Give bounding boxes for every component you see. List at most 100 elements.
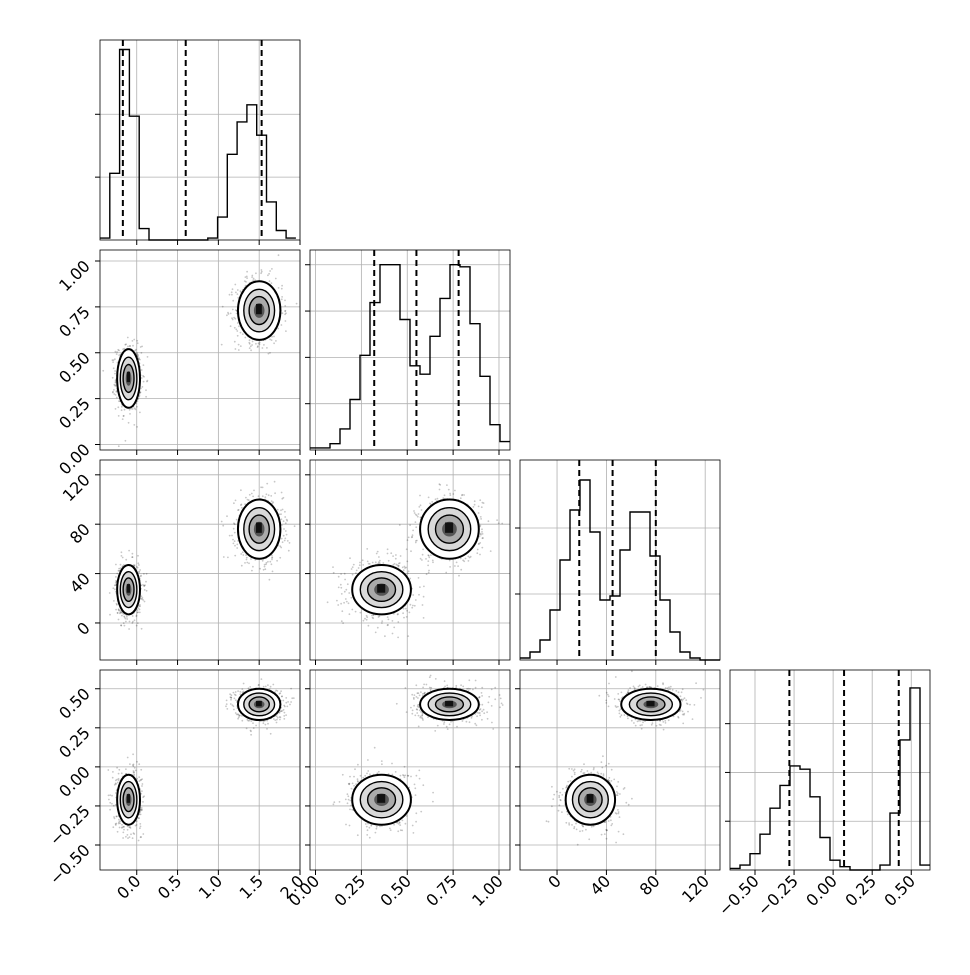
sample-point: [482, 533, 484, 535]
sample-point: [390, 552, 392, 554]
sample-point: [251, 344, 253, 346]
sample-point: [112, 392, 114, 394]
sample-point: [139, 412, 141, 414]
sample-point: [134, 767, 136, 769]
sample-point: [138, 571, 140, 573]
sample-point: [387, 548, 389, 550]
sample-point: [477, 549, 479, 551]
sample-point: [139, 823, 141, 825]
sample-point: [125, 768, 127, 770]
sample-point: [233, 543, 235, 545]
sample-point: [273, 336, 275, 338]
sample-point: [281, 288, 283, 290]
sample-point: [250, 349, 252, 351]
sample-point: [137, 612, 139, 614]
sample-point: [139, 609, 141, 611]
sample-point: [387, 624, 389, 626]
sample-point: [490, 550, 492, 552]
sample-point: [416, 540, 418, 542]
sample-point: [234, 540, 236, 542]
sample-point: [141, 790, 143, 792]
sample-point: [233, 528, 235, 530]
sample-point: [234, 523, 236, 525]
sample-point: [460, 497, 462, 499]
sample-point: [428, 497, 430, 499]
sample-point: [227, 557, 229, 559]
sample-point: [458, 575, 460, 577]
sample-point: [397, 614, 399, 616]
sample-point: [230, 325, 232, 327]
sample-point: [242, 551, 244, 553]
sample-point: [271, 559, 273, 561]
sample-point: [113, 384, 115, 386]
sample-point: [284, 538, 286, 540]
sample-point: [252, 566, 254, 568]
sample-point: [343, 602, 345, 604]
sample-point: [366, 548, 368, 550]
sample-point: [269, 339, 271, 341]
sample-point: [360, 612, 362, 614]
sample-point: [368, 625, 370, 627]
sample-point: [238, 344, 240, 346]
sample-point: [255, 272, 257, 274]
sample-point: [116, 397, 118, 399]
sample-point: [137, 609, 139, 611]
sample-point: [412, 530, 414, 532]
sample-point: [418, 594, 420, 596]
sample-point: [238, 325, 240, 327]
sample-point: [400, 555, 402, 557]
sample-point: [255, 343, 257, 345]
sample-point: [388, 560, 390, 562]
sample-point: [230, 313, 232, 315]
sample-point: [118, 779, 120, 781]
sample-point: [249, 494, 251, 496]
sample-point: [135, 409, 137, 411]
sample-point: [417, 516, 419, 518]
sample-point: [124, 344, 126, 346]
sample-point: [395, 554, 397, 556]
sample-point: [269, 270, 271, 272]
sample-point: [428, 557, 430, 559]
sample-point: [479, 554, 481, 556]
sample-point: [474, 500, 476, 502]
sample-point: [222, 525, 224, 527]
sample-point: [372, 617, 374, 619]
sample-point: [267, 274, 269, 276]
sample-point: [277, 328, 279, 330]
sample-point: [349, 557, 351, 559]
sample-point: [237, 335, 239, 337]
sample-point: [375, 561, 377, 563]
sample-point: [283, 528, 285, 530]
sample-point: [287, 540, 289, 542]
sample-point: [127, 837, 129, 839]
sample-point: [142, 783, 144, 785]
sample-point: [405, 567, 407, 569]
sample-point: [402, 567, 404, 569]
sample-point: [351, 609, 353, 611]
sample-point: [241, 504, 243, 506]
sample-point: [121, 409, 123, 411]
sample-point: [263, 344, 265, 346]
sample-point: [449, 560, 451, 562]
sample-point: [368, 563, 370, 565]
sample-point: [118, 778, 120, 780]
sample-point: [229, 294, 231, 296]
sample-point: [262, 347, 264, 349]
sample-point: [449, 566, 451, 568]
sample-point: [384, 635, 386, 637]
panel-2-0-cluster1-density-peak: [256, 522, 262, 532]
sample-point: [111, 795, 113, 797]
sample-point: [423, 586, 425, 588]
sample-point: [109, 794, 111, 796]
sample-point: [378, 616, 380, 618]
sample-point: [269, 352, 271, 354]
sample-point: [333, 572, 335, 574]
panel-1-0-cluster0-density-peak: [127, 372, 130, 382]
sample-point: [275, 340, 277, 342]
sample-point: [392, 620, 394, 622]
sample-point: [404, 566, 406, 568]
sample-point: [240, 345, 242, 347]
panel-2-0-frame: [100, 460, 300, 660]
sample-point: [266, 347, 268, 349]
sample-point: [282, 509, 284, 511]
